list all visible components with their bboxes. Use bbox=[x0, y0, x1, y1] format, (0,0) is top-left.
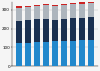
Bar bbox=[88, 3, 94, 17]
Bar bbox=[70, 4, 76, 18]
Bar bbox=[70, 3, 76, 4]
Bar bbox=[16, 21, 22, 43]
Bar bbox=[34, 42, 40, 66]
Bar bbox=[25, 20, 31, 43]
Bar bbox=[34, 5, 40, 6]
Bar bbox=[61, 5, 67, 19]
Bar bbox=[88, 17, 94, 40]
Bar bbox=[34, 6, 40, 20]
Bar bbox=[43, 5, 49, 19]
Bar bbox=[43, 4, 49, 5]
Bar bbox=[79, 2, 85, 4]
Bar bbox=[25, 6, 31, 7]
Bar bbox=[34, 20, 40, 42]
Bar bbox=[16, 6, 22, 8]
Bar bbox=[52, 20, 58, 41]
Bar bbox=[61, 19, 67, 41]
Bar bbox=[25, 7, 31, 20]
Bar bbox=[25, 43, 31, 66]
Bar bbox=[70, 18, 76, 41]
Bar bbox=[16, 43, 22, 66]
Bar bbox=[79, 40, 85, 66]
Bar bbox=[88, 40, 94, 66]
Bar bbox=[16, 8, 22, 21]
Bar bbox=[43, 19, 49, 42]
Bar bbox=[79, 4, 85, 18]
Bar bbox=[79, 18, 85, 40]
Bar bbox=[61, 4, 67, 5]
Bar bbox=[52, 5, 58, 6]
Bar bbox=[43, 42, 49, 66]
Bar bbox=[88, 2, 94, 3]
Bar bbox=[70, 41, 76, 66]
Bar bbox=[52, 6, 58, 20]
Bar bbox=[52, 41, 58, 66]
Bar bbox=[61, 41, 67, 66]
